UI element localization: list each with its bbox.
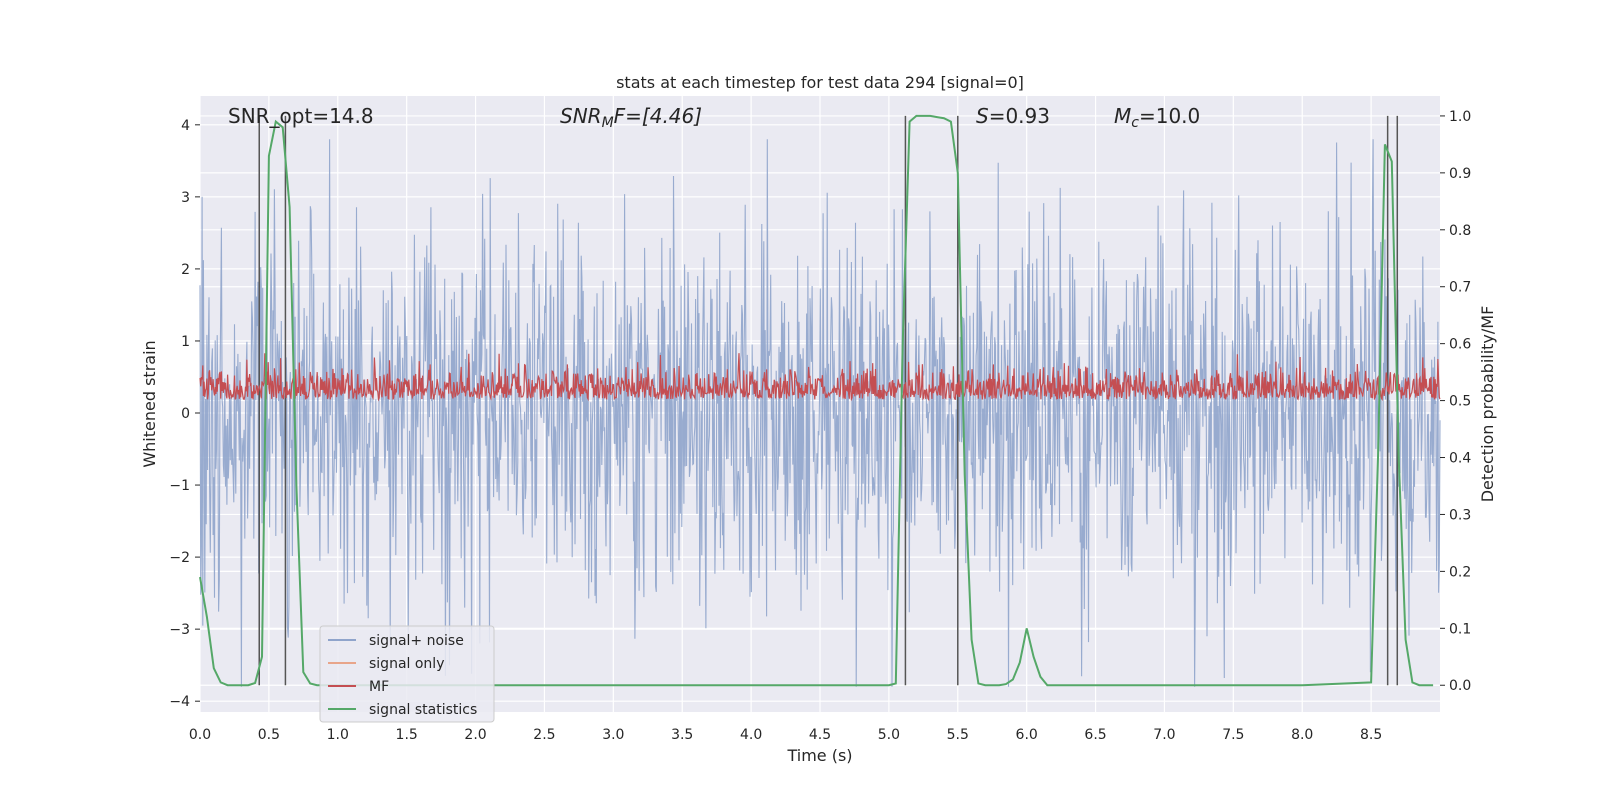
annotation-s: S=0.93 xyxy=(976,104,1050,128)
y-tick-label: 4 xyxy=(181,118,190,134)
annotation-snr-mf: SNRMF=[4.46] xyxy=(560,104,702,131)
x-tick-label: 5.0 xyxy=(878,727,900,743)
legend-label-signal-noise: signal+ noise xyxy=(369,633,464,649)
y-tick-label: 1 xyxy=(181,334,190,350)
annotation-mc: Mc=10.0 xyxy=(1114,104,1200,131)
annotation-snr-mf-sub: M xyxy=(602,115,614,131)
y-tick-label: −3 xyxy=(169,622,190,638)
x-axis-label: Time (s) xyxy=(786,746,852,765)
annotation-s-rest: =0.93 xyxy=(989,104,1050,128)
x-tick-label: 2.5 xyxy=(533,727,555,743)
x-tick-label: 5.5 xyxy=(947,727,969,743)
x-tick-label: 2.0 xyxy=(464,727,486,743)
annotation-snr-mf-main: SNR xyxy=(560,104,602,128)
annotation-mc-main: M xyxy=(1114,104,1131,128)
y-tick-label: −2 xyxy=(169,550,190,566)
legend: signal+ noise signal only MF signal stat… xyxy=(319,625,495,723)
series-signal-noise xyxy=(199,139,1441,687)
y-right-tick-label: 0.0 xyxy=(1449,678,1471,694)
y-tick-label: 0 xyxy=(181,406,190,422)
annotation-mc-rest: =10.0 xyxy=(1139,104,1200,128)
x-tick-label: 7.5 xyxy=(1222,727,1244,743)
chart-title: stats at each timestep for test data 294… xyxy=(616,73,1024,92)
y-axis-ticks: −4 −3 −2 −1 0 1 2 3 4 xyxy=(169,118,200,710)
y-right-tick-label: 0.9 xyxy=(1449,166,1471,182)
y-right-axis-label: Detection probability/MF xyxy=(1478,306,1497,503)
annotation-s-main: S xyxy=(976,104,989,128)
y-right-tick-label: 0.3 xyxy=(1449,507,1471,523)
legend-label-signal-statistics: signal statistics xyxy=(369,702,477,718)
y-right-tick-label: 0.6 xyxy=(1449,337,1471,353)
y-tick-label: −1 xyxy=(169,478,190,494)
y-axis-label: Whitened strain xyxy=(140,340,159,467)
mf-line xyxy=(199,353,1441,402)
y-right-tick-label: 1.0 xyxy=(1449,109,1471,125)
y-right-tick-label: 0.5 xyxy=(1449,394,1471,410)
annotation-snr-opt: SNR_opt=14.8 xyxy=(228,104,374,128)
annotation-snr-mf-rest: F=[4.46] xyxy=(614,104,702,128)
grid xyxy=(199,96,1440,712)
x-tick-label: 8.0 xyxy=(1291,727,1313,743)
legend-box xyxy=(319,625,495,723)
noise-line xyxy=(199,139,1441,687)
x-tick-label: 4.0 xyxy=(740,727,762,743)
y-tick-label: −4 xyxy=(169,694,190,710)
y-right-tick-label: 0.7 xyxy=(1449,280,1471,296)
y-right-tick-label: 0.2 xyxy=(1449,564,1471,580)
y-right-tick-label: 0.1 xyxy=(1449,621,1471,637)
signal-statistics-line xyxy=(199,114,1434,687)
y-right-tick-label: 0.4 xyxy=(1449,451,1471,467)
x-tick-label: 8.5 xyxy=(1360,727,1382,743)
x-tick-label: 0.5 xyxy=(258,727,280,743)
series-signal-statistics xyxy=(199,114,1434,687)
x-tick-label: 4.5 xyxy=(809,727,831,743)
x-tick-label: 1.0 xyxy=(327,727,349,743)
x-tick-label: 7.0 xyxy=(1153,727,1175,743)
legend-label-mf: MF xyxy=(369,679,389,695)
x-tick-label: 1.5 xyxy=(396,727,418,743)
y-tick-label: 3 xyxy=(181,190,190,206)
annotation-mc-sub: c xyxy=(1131,115,1139,131)
x-axis-ticks: 0.0 0.5 1.0 1.5 2.0 2.5 3.0 3.5 4.0 4.5 5.0 5.5 6.0 6… xyxy=(189,727,1382,743)
legend-label-signal-only: signal only xyxy=(369,656,444,672)
x-tick-label: 6.0 xyxy=(1016,727,1038,743)
x-tick-label: 3.5 xyxy=(671,727,693,743)
x-tick-label: 0.0 xyxy=(189,727,211,743)
x-tick-label: 3.0 xyxy=(602,727,624,743)
x-tick-label: 6.5 xyxy=(1084,727,1106,743)
y-right-tick-label: 0.8 xyxy=(1449,223,1471,239)
y-right-axis-ticks: 0.0 0.1 0.2 0.3 0.4 0.5 0.6 0.7 0.8 0.9 1.0 xyxy=(1440,109,1471,694)
y-tick-label: 2 xyxy=(181,262,190,278)
series-mf xyxy=(199,353,1441,402)
